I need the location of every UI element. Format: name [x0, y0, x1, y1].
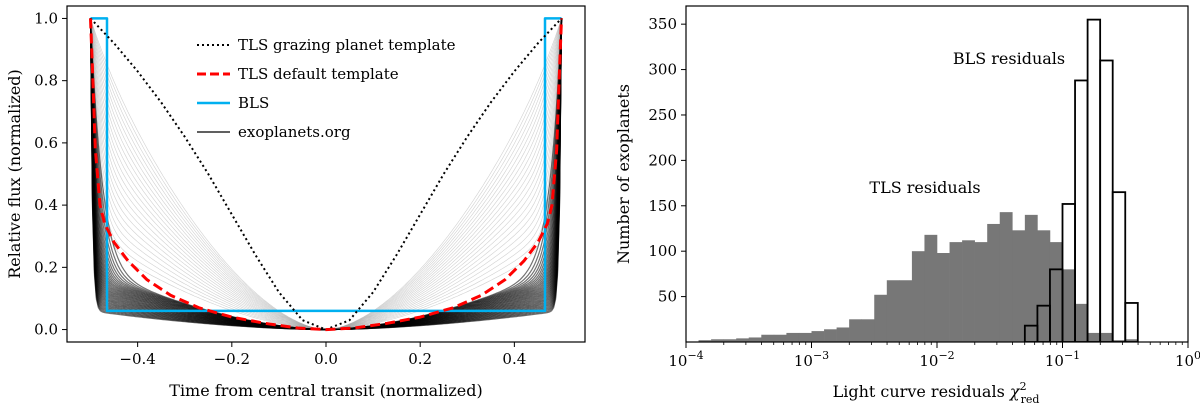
- left-y-tick-label: 0.4: [34, 196, 58, 214]
- tls-hist-bar: [999, 212, 1013, 342]
- right-y-axis-label: Number of exoplanets: [614, 84, 633, 264]
- tls-hist-bar: [1087, 332, 1101, 342]
- tls-hist-bar: [736, 338, 750, 342]
- tls-hist-bar: [962, 240, 975, 342]
- tls-hist-bar: [1012, 230, 1026, 342]
- tls-hist-bar: [849, 319, 862, 342]
- left-x-ticks: −0.4 −0.2 0.0 0.2 0.4: [119, 342, 526, 368]
- right-y-tick-label: 350: [648, 15, 677, 33]
- right-y-tick-label: 300: [648, 61, 677, 79]
- annotation-tls-residuals: TLS residuals: [869, 178, 980, 197]
- tls-hist-bar: [1075, 303, 1088, 342]
- right-x-label-sup: 2: [1020, 380, 1027, 393]
- tls-hist-bar: [899, 280, 913, 342]
- right-x-tick-label: 10−2: [919, 349, 954, 370]
- tls-hist-bar: [723, 339, 737, 342]
- tls-hist-bar: [974, 242, 988, 342]
- right-x-label-chi: χ: [1009, 382, 1021, 401]
- tls-hist-bar: [711, 339, 724, 342]
- tls-hist-bar: [1100, 332, 1113, 342]
- right-histograms: [698, 18, 1139, 342]
- right-x-tick-label: 10−1: [1045, 349, 1080, 370]
- right-x-tick-label: 10−3: [794, 349, 829, 370]
- tls-hist-bar: [886, 280, 900, 342]
- tls-hist-bar: [911, 251, 925, 342]
- tls-hist-bar: [786, 332, 800, 342]
- bls-hist-bar: [1099, 59, 1114, 342]
- left-y-tick-label: 0.8: [34, 72, 58, 90]
- tls-default-template-line: [89, 18, 563, 332]
- left-y-tick-label: 1.0: [34, 9, 58, 27]
- legend-label-bls: BLS: [238, 94, 269, 112]
- tls-hist-bar: [861, 319, 875, 342]
- annotation-bls-residuals: BLS residuals: [953, 49, 1065, 68]
- left-x-tick-label: 0.0: [314, 350, 338, 368]
- tls-hist-bar: [1037, 230, 1051, 342]
- left-y-ticks: 0.0 0.2 0.4 0.6 0.8 1.0: [34, 9, 67, 339]
- legend: TLS grazing planet template TLS default …: [197, 36, 456, 141]
- left-x-tick-label: −0.4: [119, 350, 155, 368]
- tls-hist-bar: [1112, 340, 1126, 342]
- right-y-tick-label: 150: [648, 197, 677, 215]
- right-y-ticks: 50 100 150 200 250 300 350: [648, 15, 686, 306]
- tls-hist-bar: [1049, 242, 1063, 342]
- bls-hist-bar: [1074, 79, 1089, 342]
- tls-hist-bar: [937, 253, 950, 342]
- tls-hist-bar: [798, 332, 812, 342]
- tls-hist-bar: [874, 294, 888, 342]
- tls-hist-bar: [824, 329, 837, 342]
- bls-hist-bar: [1124, 302, 1139, 342]
- tls-hist-bar: [924, 234, 938, 342]
- tls-hist-bar: [698, 340, 712, 342]
- left-y-tick-label: 0.0: [34, 321, 58, 339]
- right-x-ticks: 10−4 10−3 10−2 10−1 100: [668, 342, 1200, 370]
- right-panel: 10−4 10−3 10−2 10−1 100 50 100 150 200 250 300 350…: [614, 5, 1200, 406]
- tls-hist-bar: [761, 334, 775, 342]
- tls-hist-bar: [836, 327, 850, 342]
- tls-hist-bar: [773, 334, 787, 342]
- right-y-tick-label: 200: [648, 151, 677, 169]
- tls-hist-bar: [949, 242, 963, 342]
- left-y-tick-label: 0.2: [34, 258, 58, 276]
- left-x-tick-label: −0.2: [214, 350, 250, 368]
- right-y-tick-label: 50: [658, 288, 677, 306]
- bls-hist-bar: [1086, 18, 1102, 342]
- right-y-tick-label: 250: [648, 106, 677, 124]
- right-x-label-main: Light curve residuals: [833, 382, 1010, 401]
- tls-hist-bar: [1125, 339, 1139, 342]
- right-x-label-sub: red: [1021, 393, 1040, 406]
- legend-label-grazing: TLS grazing planet template: [238, 36, 456, 54]
- bls-line: [90, 17, 562, 313]
- left-x-tick-label: 0.2: [408, 350, 432, 368]
- legend-label-exoplanets: exoplanets.org: [238, 123, 351, 141]
- left-y-axis-label: Relative flux (normalized): [5, 69, 24, 279]
- left-panel: −0.4 −0.2 0.0 0.2 0.4 0.0 0.2 0.4 0.6 0.8 1.0 Tim…: [5, 5, 586, 400]
- left-x-axis-label: Time from central transit (normalized): [169, 381, 482, 400]
- tls-hist-bar: [987, 223, 1001, 342]
- bls-hist-bar: [1111, 191, 1127, 342]
- right-x-tick-label: 100: [1175, 349, 1200, 370]
- tls-hist-bar: [748, 337, 762, 342]
- left-x-tick-label: 0.4: [502, 350, 526, 368]
- left-series: [89, 17, 563, 332]
- right-y-tick-label: 100: [648, 242, 677, 260]
- left-y-tick-label: 0.6: [34, 134, 58, 152]
- tls-hist-bar: [811, 331, 825, 342]
- right-x-tick-label: 10−4: [668, 349, 703, 370]
- legend-label-default: TLS default template: [238, 65, 399, 83]
- tls-hist-bar: [1024, 214, 1038, 342]
- tls-hist-bar: [1062, 269, 1076, 342]
- right-x-axis-label: Light curve residuals χ2 red: [833, 380, 1040, 406]
